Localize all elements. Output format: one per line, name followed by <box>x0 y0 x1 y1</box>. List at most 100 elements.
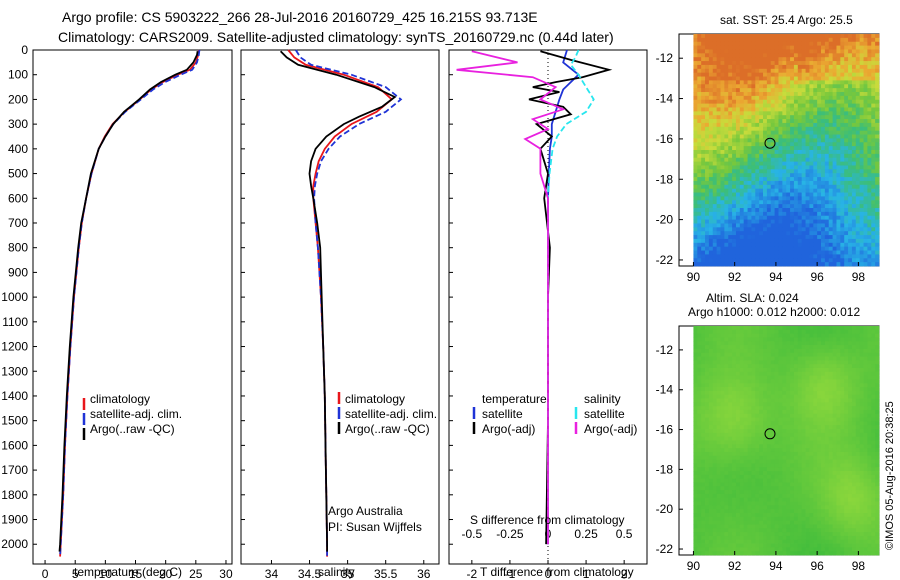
heatmap-cell <box>712 134 718 139</box>
heatmap-cell <box>778 413 783 418</box>
heatmap-cell <box>875 196 880 201</box>
heatmap-cell <box>793 513 799 518</box>
heatmap-cell <box>770 192 776 197</box>
heatmap-cell <box>732 130 737 135</box>
heatmap-cell <box>813 364 818 369</box>
heatmap-cell <box>716 242 721 248</box>
heatmap-cell <box>693 250 698 255</box>
heatmap-cell <box>759 142 764 147</box>
heatmap-cell <box>708 231 714 236</box>
heatmap-cell <box>821 231 826 236</box>
heatmap-cell <box>716 394 721 399</box>
heatmap-cell <box>844 165 849 170</box>
heatmap-cell <box>743 390 748 396</box>
heatmap-cell <box>786 119 791 124</box>
heatmap-cell <box>832 122 837 128</box>
heatmap-cell <box>790 153 795 159</box>
heatmap-cell <box>766 53 772 58</box>
heatmap-cell <box>805 451 810 457</box>
heatmap-cell <box>871 34 876 39</box>
heatmap-cell <box>840 246 845 251</box>
heatmap-cell <box>793 528 799 533</box>
heatmap-cell <box>836 80 841 85</box>
heatmap-cell <box>797 49 803 54</box>
heatmap-cell <box>782 455 787 460</box>
heatmap-cell <box>766 34 772 39</box>
heatmap-cell <box>790 64 795 70</box>
x-tick-label: 15 <box>129 567 143 580</box>
heatmap-cell <box>770 440 776 445</box>
heatmap-cell <box>805 467 810 472</box>
heatmap-cell <box>797 41 803 46</box>
heatmap-cell <box>728 157 733 162</box>
heatmap-cell <box>809 528 814 533</box>
heatmap-cell <box>697 173 702 178</box>
heatmap-cell <box>766 192 772 197</box>
heatmap-cell <box>716 119 721 124</box>
heatmap-cell <box>705 455 710 460</box>
heatmap-cell <box>875 235 880 240</box>
x-tick-label: 0 <box>42 567 49 580</box>
heatmap-cell <box>797 208 803 213</box>
heatmap-cell <box>786 341 791 346</box>
heatmap-cell <box>708 119 714 124</box>
heatmap-cell <box>844 84 849 89</box>
heatmap-cell <box>712 535 718 541</box>
heatmap-cell <box>863 188 868 193</box>
heatmap-cell <box>705 375 710 380</box>
heatmap-cell <box>855 188 861 193</box>
heatmap-cell <box>863 88 868 93</box>
heatmap-cell <box>755 188 760 193</box>
heatmap-cell <box>836 107 841 112</box>
heatmap-cell <box>774 509 779 514</box>
heatmap-cell <box>759 520 764 525</box>
heatmap-cell <box>724 394 729 399</box>
heatmap-cell <box>855 204 861 209</box>
heatmap-cell <box>790 413 795 418</box>
heatmap-cell <box>824 157 830 162</box>
heatmap-cell <box>851 84 857 89</box>
heatmap-cell <box>743 505 748 510</box>
heatmap-cell <box>848 208 853 213</box>
heatmap-cell <box>782 513 787 518</box>
heatmap-cell <box>728 455 733 460</box>
heatmap-cell <box>732 356 737 361</box>
heatmap-cell <box>697 379 702 384</box>
heatmap-cell <box>805 421 810 426</box>
heatmap-cell <box>774 398 779 403</box>
heatmap-cell <box>770 103 776 108</box>
heatmap-cell <box>832 88 837 93</box>
heatmap-cell <box>840 146 845 151</box>
heatmap-cell <box>867 122 872 128</box>
heatmap-cell <box>848 250 853 255</box>
heatmap-cell <box>716 493 721 499</box>
heatmap-cell <box>786 235 791 240</box>
heatmap-cell <box>832 157 837 162</box>
heatmap-cell <box>797 223 803 228</box>
heatmap-cell <box>797 459 803 464</box>
heatmap-cell <box>770 486 776 491</box>
heatmap-cell <box>759 99 764 104</box>
heatmap-cell <box>770 329 776 335</box>
heatmap-cell <box>724 390 729 396</box>
heatmap-cell <box>705 111 710 116</box>
heatmap-cell <box>693 326 698 331</box>
heatmap-cell <box>805 34 810 39</box>
heatmap-cell <box>747 379 752 384</box>
heatmap-cell <box>801 238 806 244</box>
heatmap-cell <box>724 115 729 120</box>
heatmap-cell <box>763 551 768 556</box>
heatmap-cell <box>763 231 768 236</box>
heatmap-cell <box>763 72 768 77</box>
heatmap-cell <box>755 455 760 460</box>
heatmap-cell <box>720 103 725 108</box>
heatmap-cell <box>859 262 864 267</box>
heatmap-cell <box>743 211 748 217</box>
heatmap-cell <box>720 88 725 93</box>
heatmap-cell <box>782 390 787 396</box>
heatmap-cell <box>716 142 721 147</box>
heatmap-cell <box>774 326 779 331</box>
x-tick-label: 25 <box>189 567 203 580</box>
heatmap-cell <box>708 360 714 365</box>
heatmap-cell <box>712 474 718 480</box>
